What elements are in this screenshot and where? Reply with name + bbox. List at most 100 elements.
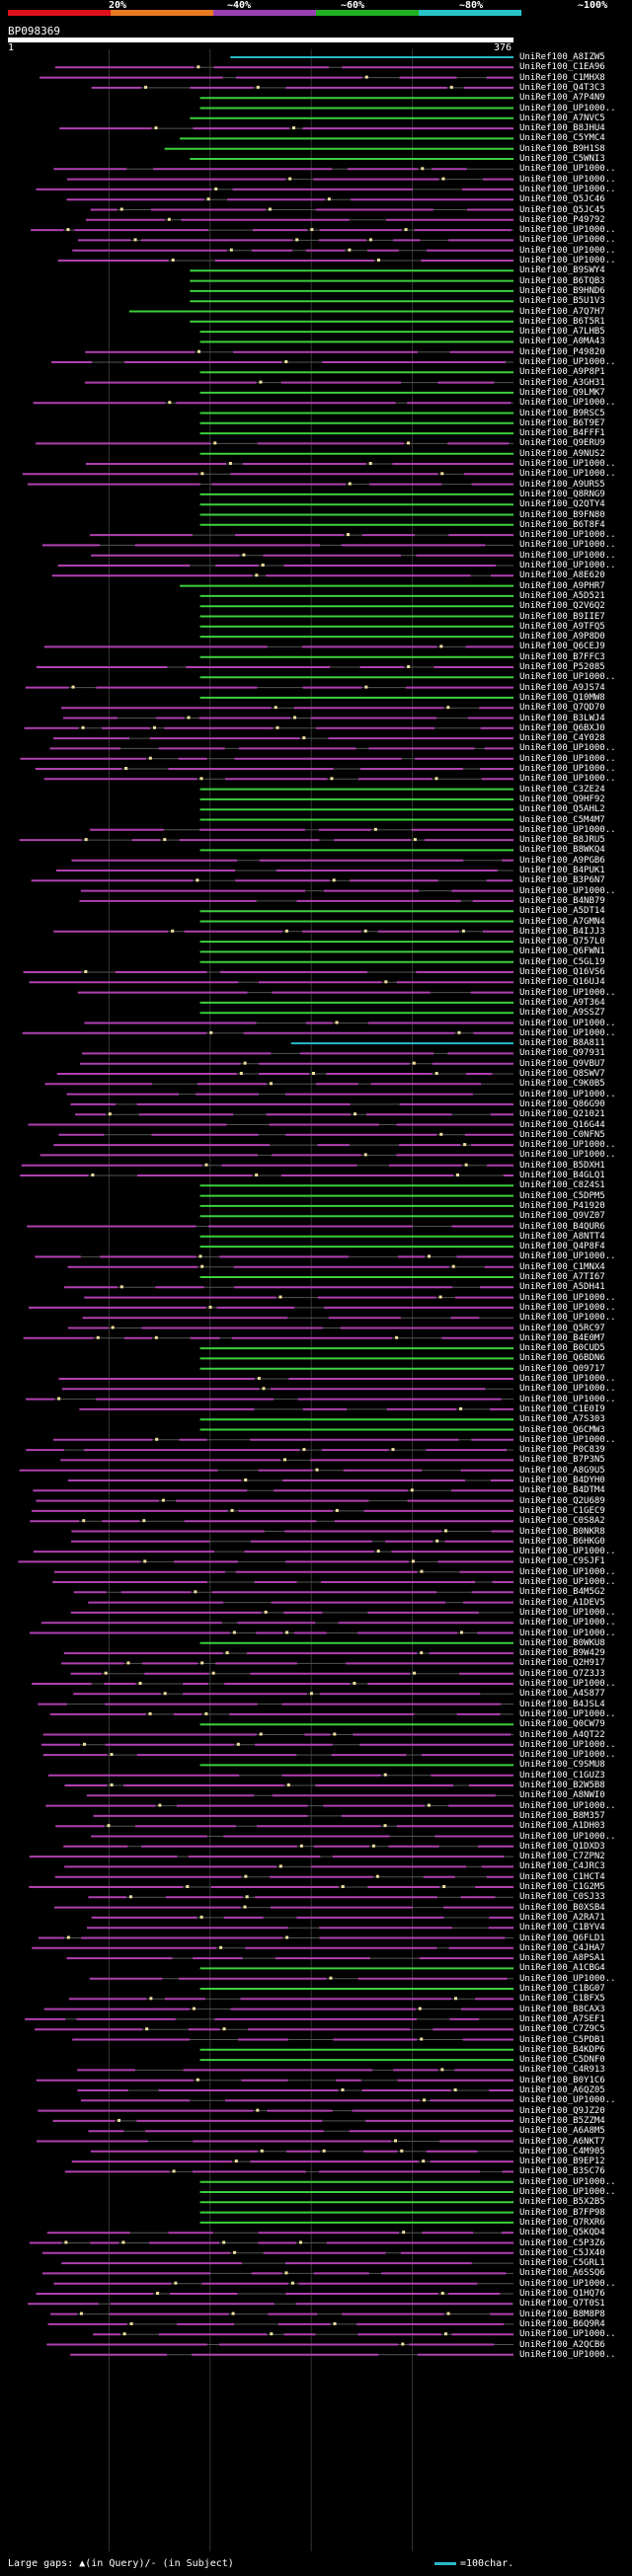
hit-label[interactable]: UniRef100_B6T8F4 bbox=[519, 519, 605, 530]
hit-label[interactable]: UniRef100_P0C839 bbox=[519, 1445, 605, 1456]
hit-label[interactable]: UniRef100_UP1000.. bbox=[519, 561, 616, 570]
hit-label[interactable]: UniRef100_A8NTT4 bbox=[519, 1231, 605, 1242]
hit-label[interactable]: UniRef100_A1DH03 bbox=[519, 1821, 605, 1832]
hit-label[interactable]: UniRef100_UP1000.. bbox=[519, 1831, 616, 1842]
hit-label[interactable]: UniRef100_Q7Z3J3 bbox=[519, 1668, 605, 1679]
hit-label[interactable]: UniRef100_UP1000.. bbox=[519, 1708, 616, 1719]
hit-label[interactable]: UniRef100_P49792 bbox=[519, 214, 605, 225]
hit-label[interactable]: UniRef100_A5D521 bbox=[519, 590, 605, 601]
hit-label[interactable]: UniRef100_Q0CW79 bbox=[519, 1719, 605, 1730]
hit-label[interactable]: UniRef100_C4JHA7 bbox=[519, 1942, 605, 1953]
hit-label[interactable]: UniRef100_A9T364 bbox=[519, 997, 605, 1008]
hit-label[interactable]: UniRef100_C1HCT4 bbox=[519, 1871, 605, 1882]
hit-label[interactable]: UniRef100_Q2V6Q2 bbox=[519, 601, 605, 612]
hit-label[interactable]: UniRef100_B0WKU8 bbox=[519, 1637, 605, 1648]
hit-label[interactable]: UniRef100_B9HND6 bbox=[519, 285, 605, 296]
hit-label[interactable]: UniRef100_UP1000.. bbox=[519, 987, 616, 998]
hit-label[interactable]: UniRef100_UP1000.. bbox=[519, 469, 616, 480]
hit-label[interactable]: UniRef100_B0CUD5 bbox=[519, 1343, 605, 1354]
hit-label[interactable]: UniRef100_A9PGB6 bbox=[519, 855, 605, 866]
hit-label[interactable]: UniRef100_UP1000.. bbox=[519, 256, 616, 265]
hit-label[interactable]: UniRef100_Q10MW8 bbox=[519, 692, 605, 703]
hit-label[interactable]: UniRef100_B8M8P8 bbox=[519, 2309, 605, 2319]
hit-label[interactable]: UniRef100_Q9ERU9 bbox=[519, 438, 605, 449]
hit-label[interactable]: UniRef100_Q6BXJ0 bbox=[519, 722, 605, 733]
hit-label[interactable]: UniRef100_B6HKG0 bbox=[519, 1536, 605, 1547]
hit-label[interactable]: UniRef100_UP1000.. bbox=[519, 2278, 616, 2289]
hit-label[interactable]: UniRef100_B4DYH0 bbox=[519, 1476, 605, 1485]
hit-label[interactable]: UniRef100_B7FFC3 bbox=[519, 651, 605, 662]
hit-label[interactable]: UniRef100_C4M905 bbox=[519, 2146, 605, 2157]
hit-label[interactable]: UniRef100_C1E0I9 bbox=[519, 1403, 605, 1414]
hit-label[interactable]: UniRef100_UP1000.. bbox=[519, 1434, 616, 1445]
hit-label[interactable]: UniRef100_A4QT22 bbox=[519, 1729, 605, 1740]
hit-label[interactable]: UniRef100_Q7RXR6 bbox=[519, 2217, 605, 2228]
hit-label[interactable]: UniRef100_A8IZW5 bbox=[519, 52, 605, 62]
hit-label[interactable]: UniRef100_UP1000.. bbox=[519, 2095, 616, 2106]
hit-label[interactable]: UniRef100_C1MNX4 bbox=[519, 1261, 605, 1272]
hit-label[interactable]: UniRef100_B2W5B8 bbox=[519, 1780, 605, 1790]
hit-label[interactable]: UniRef100_C4R913 bbox=[519, 2065, 605, 2076]
hit-label[interactable]: UniRef100_UP1000.. bbox=[519, 1374, 616, 1384]
hit-label[interactable]: UniRef100_A9JS74 bbox=[519, 682, 605, 693]
hit-label[interactable]: UniRef100_A8E620 bbox=[519, 570, 605, 581]
hit-label[interactable]: UniRef100_A9URS5 bbox=[519, 479, 605, 490]
hit-label[interactable]: UniRef100_B4PUK1 bbox=[519, 866, 605, 875]
hit-label[interactable]: UniRef100_Q9VZ07 bbox=[519, 1211, 605, 1222]
hit-label[interactable]: UniRef100_UP1000.. bbox=[519, 550, 616, 561]
hit-label[interactable]: UniRef100_A8PSA1 bbox=[519, 1953, 605, 1964]
hit-label[interactable]: UniRef100_UP1000.. bbox=[519, 2329, 616, 2340]
hit-label[interactable]: UniRef100_Q8SWV7 bbox=[519, 1069, 605, 1079]
hit-label[interactable]: UniRef100_C1G2M5 bbox=[519, 1882, 605, 1892]
hit-label[interactable]: UniRef100_Q1HQ76 bbox=[519, 2289, 605, 2299]
hit-label[interactable]: UniRef100_Q5KQD4 bbox=[519, 2228, 605, 2238]
hit-label[interactable]: UniRef100_A9NUS2 bbox=[519, 448, 605, 459]
hit-label[interactable]: UniRef100_B9SWY4 bbox=[519, 265, 605, 276]
hit-label[interactable]: UniRef100_UP1000.. bbox=[519, 225, 616, 236]
hit-label[interactable]: UniRef100_B9EP12 bbox=[519, 2157, 605, 2167]
hit-label[interactable]: UniRef100_C5DPM5 bbox=[519, 1190, 605, 1201]
hit-label[interactable]: UniRef100_UP1000.. bbox=[519, 885, 616, 896]
hit-label[interactable]: UniRef100_UP1000.. bbox=[519, 753, 616, 764]
hit-label[interactable]: UniRef100_B4FFF1 bbox=[519, 428, 605, 439]
hit-label[interactable]: UniRef100_C0S8A2 bbox=[519, 1516, 605, 1527]
hit-label[interactable]: UniRef100_Q6CEJ9 bbox=[519, 642, 605, 652]
hit-label[interactable]: UniRef100_UP1000.. bbox=[519, 1292, 616, 1303]
hit-label[interactable]: UniRef100_A9P8D0 bbox=[519, 632, 605, 643]
hit-label[interactable]: UniRef100_C1BYV4 bbox=[519, 1923, 605, 1933]
hit-label[interactable]: UniRef100_Q757L0 bbox=[519, 937, 605, 947]
hit-label[interactable]: UniRef100_B0Y1C6 bbox=[519, 2075, 605, 2085]
hit-label[interactable]: UniRef100_Q86G90 bbox=[519, 1099, 605, 1109]
hit-label[interactable]: UniRef100_B8JHU4 bbox=[519, 123, 605, 134]
hit-label[interactable]: UniRef100_C0NFN5 bbox=[519, 1129, 605, 1140]
hit-label[interactable]: UniRef100_B7P3N5 bbox=[519, 1455, 605, 1466]
hit-label[interactable]: UniRef100_Q9JZ20 bbox=[519, 2105, 605, 2116]
hit-label[interactable]: UniRef100_A7TI67 bbox=[519, 1272, 605, 1282]
hit-label[interactable]: UniRef100_B3P6N7 bbox=[519, 875, 605, 886]
hit-label[interactable]: UniRef100_B6TQB3 bbox=[519, 275, 605, 286]
hit-label[interactable]: UniRef100_Q4P8F4 bbox=[519, 1242, 605, 1252]
hit-label[interactable]: UniRef100_B9IIE7 bbox=[519, 611, 605, 622]
hit-label[interactable]: UniRef100_Q2U689 bbox=[519, 1495, 605, 1506]
hit-label[interactable]: UniRef100_Q9HF92 bbox=[519, 794, 605, 804]
hit-label[interactable]: UniRef100_C4JRC3 bbox=[519, 1861, 605, 1872]
hit-label[interactable]: UniRef100_Q7QD70 bbox=[519, 703, 605, 714]
hit-label[interactable]: UniRef100_B6T9E7 bbox=[519, 417, 605, 428]
hit-label[interactable]: UniRef100_UP1000.. bbox=[519, 459, 616, 469]
hit-label[interactable]: UniRef100_B8CAX3 bbox=[519, 2004, 605, 2014]
hit-label[interactable]: UniRef100_UP1000.. bbox=[519, 1607, 616, 1618]
hit-label[interactable]: UniRef100_C5GL19 bbox=[519, 956, 605, 967]
hit-label[interactable]: UniRef100_A9P8P1 bbox=[519, 367, 605, 378]
hit-label[interactable]: UniRef100_C5WNI3 bbox=[519, 154, 605, 164]
hit-label[interactable]: UniRef100_UP1000.. bbox=[519, 1251, 616, 1262]
hit-label[interactable]: UniRef100_A6QZ05 bbox=[519, 2085, 605, 2095]
hit-label[interactable]: UniRef100_UP1000.. bbox=[519, 743, 616, 754]
hit-label[interactable]: UniRef100_UP1000.. bbox=[519, 1313, 616, 1324]
hit-label[interactable]: UniRef100_C1EA96 bbox=[519, 62, 605, 73]
hit-label[interactable]: UniRef100_A4S877 bbox=[519, 1689, 605, 1700]
hit-label[interactable]: UniRef100_C5DNF0 bbox=[519, 2055, 605, 2066]
hit-label[interactable]: UniRef100_Q6CMW3 bbox=[519, 1424, 605, 1435]
hit-label[interactable]: UniRef100_C0SJ33 bbox=[519, 1892, 605, 1903]
hit-label[interactable]: UniRef100_UP1000.. bbox=[519, 2176, 616, 2187]
hit-label[interactable]: UniRef100_UP1000.. bbox=[519, 1018, 616, 1028]
